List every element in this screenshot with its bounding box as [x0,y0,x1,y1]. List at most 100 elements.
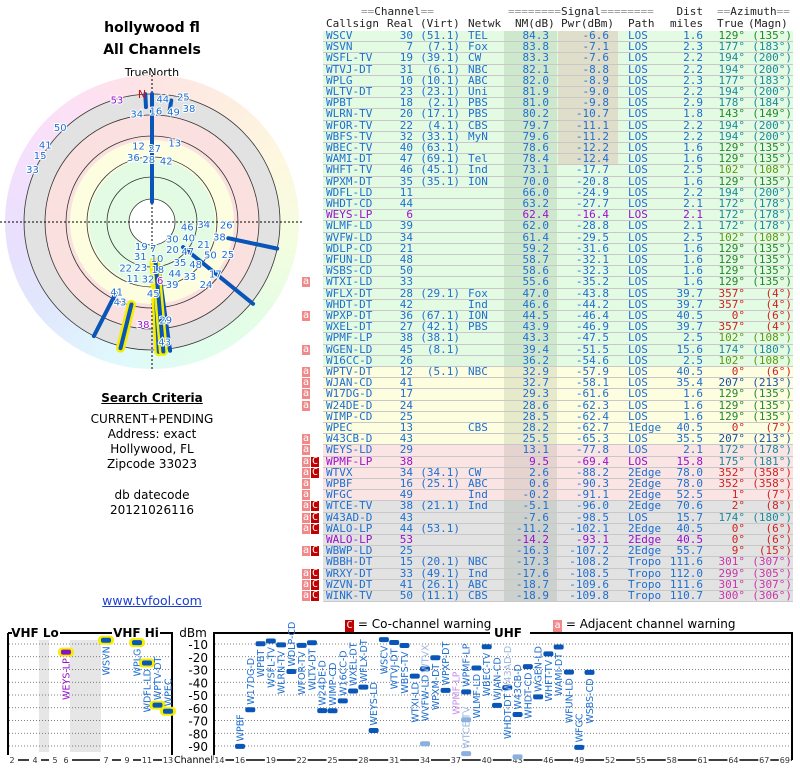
station-signal-mark [471,665,482,671]
tick-label-bg [696,755,709,765]
path-cell: Tropo [628,566,662,580]
table-row[interactable]: WAMI-DT 47 (69.1) Tel 78.4 -12.4 LOS 1.6 129° (13… [323,152,793,166]
table-row[interactable]: WEYS-LD 29 13.1 -77.8 LOS 2.1 172° (178°) [323,444,793,457]
station-signal-mark [420,666,431,672]
channel-real-cell: 20 [399,107,413,121]
polar-channel-label: 23 [134,263,147,274]
channel-real-cell: 34 [399,230,413,244]
table-row[interactable]: WBBH-DT 15 (20.1) NBC -17.3 -108.2 Tropo 111.6 3… [323,556,793,569]
table-row[interactable]: WJAN-CD 41 32.7 -58.1 LOS 35.4 207° (213°) [323,376,793,390]
table-row[interactable]: WHDT-CD 44 63.2 -27.7 LOS 2.1 172° (178°) [323,197,793,211]
table-row[interactable]: WINK-TV 50 (11.1) CBS -18.9 -109.8 Tropo 110.7 3… [323,590,793,603]
distance-cell: 2.2 [683,62,703,76]
table-row[interactable]: WTXI-LD 33 55.6 -35.2 LOS 1.6 129° (135°) [323,276,793,289]
azimuth-true-cell: 143° [718,107,746,121]
table-row[interactable]: W43CB-D 43 25.5 -65.3 LOS 35.5 207° (213°) [323,433,793,446]
table-row[interactable]: WPXM-DT 35 (35.1) ION 70.0 -20.8 LOS 1.6 129° (13… [323,176,793,188]
azimuth-magnetic-cell: (184°) [752,96,792,110]
table-row[interactable]: WZVN-DT 41 (26.1) ABC -18.7 -109.6 Tropo 111.6 3… [323,579,793,591]
distance-cell: 55.7 [676,544,704,558]
noise-margin-cell: 81.9 [522,85,550,98]
power-cell: -9.8 [582,96,610,110]
adjacent-legend-text: = Adjacent channel warning [565,617,736,631]
callsign-cell: WJAN-CD [326,376,373,390]
callsign-cell: WDFL-LD [326,185,373,199]
table-row[interactable]: WIMP-CD 25 28.5 -62.4 LOS 1.6 129° (135°) [323,411,793,423]
table-row[interactable]: WLRN-TV 20 (17.1) PBS 80.2 -10.7 LOS 1.8 143° (14… [323,107,793,121]
table-row[interactable]: WSFL-TV 19 (39.1) CW 83.3 -7.6 LOS 2.2 194° (200°… [323,52,793,65]
table-row[interactable]: WFOR-TV 22 (4.1) CBS 79.7 -11.1 LOS 2.2 194° (200… [323,118,793,132]
header-nm: NM(dB) [515,17,555,30]
path-cell: 2Edge [628,477,662,490]
noise-margin-cell: 81.0 [522,96,550,110]
channel-real-cell: 12 [399,365,413,378]
polar-channel-label: 47 [181,247,194,258]
table-row[interactable]: WTVX 34 (34.1) CW 2.6 -88.2 2Edge 78.0 352° (358°… [323,467,793,479]
table-row[interactable]: WDFL-LD 11 66.0 -24.9 LOS 2.2 194° (200°) [323,185,793,199]
table-row[interactable]: WXEL-DT 27 (42.1) PBS 43.9 -46.9 LOS 39.7 357° (4… [323,321,793,334]
polar-channel-label: 17 [209,269,222,280]
table-row[interactable]: WSVN 7 (7.1) Fox 83.8 -7.1 LOS 2.3 177° (183°) [323,41,793,54]
path-cell: LOS [628,197,648,210]
channel-real-cell: 46 [399,163,413,177]
channel-real-cell: 33 [399,566,413,580]
callsign-cell: WAMI-DT [326,152,373,166]
table-row[interactable]: WALO-LP 44 (53.1) -11.2 -102.1 2Edge 40.5 0° (6°… [323,523,793,535]
station-label: WXEL-DT [349,642,360,686]
table-row[interactable]: WPXP-DT 36 (67.1) ION 44.5 -46.4 LOS 40.5 0° (6°) [323,310,793,323]
table-row[interactable]: WALO-LP 53 -14.2 -93.1 2Edge 40.5 0° (6°) [323,534,793,547]
callsign-cell: WBFS-TV [326,129,373,143]
azimuth-magnetic-cell: (200°) [752,185,792,199]
table-row[interactable]: WRXY-DT 33 (49.1) Ind -17.6 -108.5 Tropo 112.0 2… [323,566,793,580]
table-row[interactable]: WHDT-DT 42 Ind 46.6 -44.2 LOS 39.7 357° (4°) [323,299,793,311]
noise-margin-cell: 79.7 [522,118,550,132]
channel-virtual-cell: (33.1) [420,129,460,143]
table-row[interactable]: WFLX-DT 28 (29.1) Fox 47.0 -43.8 LOS 39.7 357° (4… [323,288,793,300]
header-azimuth-group: Azimuth [717,6,790,17]
adjacent-warning-flag: a [302,366,310,377]
table-row[interactable]: WVFW-LD 34 61.4 -29.5 LOS 2.5 102° (108°) [323,230,793,244]
table-row[interactable]: WSCV 30 (51.1) TEL 84.3 -6.6 LOS 1.6 129° (135°) [323,30,793,43]
polar-channel-label: 43 [158,338,171,349]
table-row[interactable]: WSBS-CD 50 58.6 -32.3 LOS 1.6 129° (135°) [323,265,793,278]
polar-channel-label: 15 [34,151,47,162]
table-row[interactable]: WFUN-LD 48 58.7 -32.1 LOS 1.6 129° (135°) [323,254,793,267]
table-row[interactable]: WTVJ-DT 31 (6.1) NBC 82.1 -8.8 LOS 2.2 194° (200°… [323,62,793,76]
table-row[interactable]: WPTV-DT 12 (5.1) NBC 32.9 -57.9 LOS 40.5 0° (6°) [323,365,793,379]
station-label: WHFT-TV [544,659,555,701]
channel-real-cell: 17 [399,387,413,401]
channel-virtual-cell: (2.1) [426,96,460,110]
polar-channel-label: 38 [213,232,226,243]
table-row[interactable]: WGEN-LD 45 (8.1) 39.4 -51.5 LOS 15.6 174° (180°) [323,344,793,356]
azimuth-magnetic-cell: (135°) [752,141,792,154]
table-row[interactable]: WPBT 18 (2.1) PBS 81.0 -9.8 LOS 2.9 178° (184°) [323,96,793,110]
station-label: WPEC [164,678,175,706]
callsign-cell: WPBT [326,96,353,110]
table-row[interactable]: W17DG-D 17 29.3 -61.6 LOS 1.6 129° (135°) [323,387,793,401]
table-row[interactable]: WFGC 49 Ind -0.2 -91.1 2Edge 52.5 1° (7°) [323,489,793,502]
table-row[interactable]: W43AD-D 43 -7.6 -98.5 LOS 15.7 174° (180°) [323,512,793,524]
tick-label-bg [295,755,308,765]
table-row[interactable]: W24DE-D 24 28.6 -62.3 LOS 1.6 129° (135°) [323,400,793,412]
azimuth-true-cell: 102° [718,353,746,367]
table-row[interactable]: WPBF 16 (25.1) ABC 0.6 -90.3 2Edge 78.0 352° (358… [323,477,793,491]
table-row[interactable]: WPMF-LP 38 (38.1) 43.3 -47.5 LOS 2.5 102° (108°) [323,332,793,345]
x-tick-label: 43 [512,756,522,765]
tvfool-link[interactable]: www.tvfool.com [102,593,202,608]
table-row[interactable]: WPEC 13 CBS 28.2 -62.7 1Edge 40.5 0° (7°) [323,422,793,435]
x-tick-label: 67 [759,756,769,765]
table-row[interactable]: WDLP-CD 21 59.2 -31.6 LOS 1.6 129° (135°) [323,243,793,255]
table-row[interactable]: WTCE-TV 38 (21.1) Ind -5.1 -96.0 2Edge 70.6 2° (8… [323,500,793,513]
table-row[interactable]: WBEC-TV 40 (63.1) 78.6 -12.2 LOS 1.6 129° (135°) [323,141,793,155]
table-row[interactable]: WLTV-DT 23 (23.1) Uni 81.9 -9.0 LOS 2.2 194° (200… [323,85,793,99]
table-row[interactable]: WBWP-LD 25 -16.3 -107.2 2Edge 55.7 9° (15°) [323,544,793,558]
table-row[interactable]: WPLG 10 (10.1) ABC 82.0 -8.9 LOS 2.3 177° (183°) [323,73,793,87]
table-row[interactable]: WBFS-TV 32 (33.1) MyN 79.6 -11.2 LOS 2.2 194° (20… [323,129,793,143]
power-cell: -11.2 [575,129,609,143]
table-row[interactable]: WLMF-LD 39 62.0 -28.8 LOS 2.1 172° (178°) [323,220,793,233]
table-row[interactable]: WHFT-TV 46 (45.1) Ind 73.1 -17.7 LOS 2.5 102° (10… [323,163,793,177]
table-row[interactable]: WPMF-LP 38 9.5 -69.4 LOS 15.8 175° (181°) [323,456,793,468]
callsign-cell: WPLG [326,73,353,87]
table-row[interactable]: W16CC-D 26 36.2 -54.6 LOS 2.5 102° (108°) [323,353,793,367]
table-row[interactable]: WEYS-LP 6 62.4 -16.4 LOS 2.1 172° (178°) [323,209,793,222]
